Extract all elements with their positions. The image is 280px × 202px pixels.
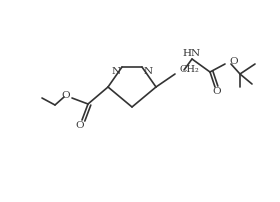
Text: CH₂: CH₂ xyxy=(179,64,199,74)
Text: O: O xyxy=(76,121,84,129)
Text: HN: HN xyxy=(183,49,201,59)
Text: O: O xyxy=(62,90,70,100)
Text: N: N xyxy=(111,66,121,76)
Text: N: N xyxy=(143,66,153,76)
Text: O: O xyxy=(229,58,238,66)
Text: O: O xyxy=(213,87,221,97)
